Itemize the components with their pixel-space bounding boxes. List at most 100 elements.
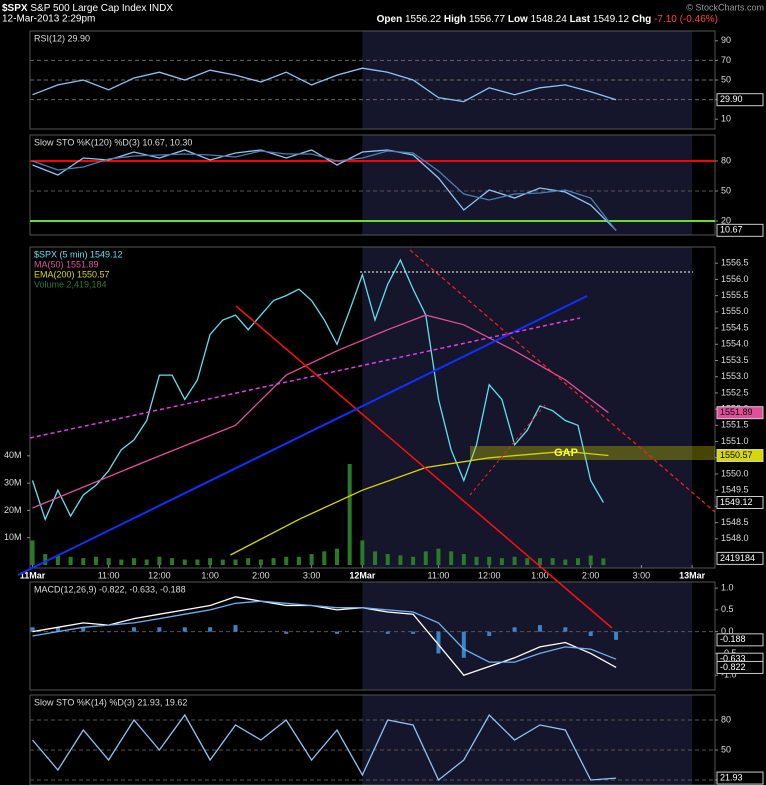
bar <box>68 556 73 565</box>
panel-title: RSI(12) 29.90 <box>34 33 90 43</box>
bar <box>43 554 48 565</box>
value-box <box>716 771 764 785</box>
bar <box>309 631 314 633</box>
bar <box>182 627 187 632</box>
bar <box>512 556 517 565</box>
value-box <box>716 223 764 237</box>
header: $SPX S&P 500 Large Cap Index INDX <box>2 3 173 14</box>
quote-value: 1548.24 <box>531 14 568 25</box>
bar <box>576 558 580 565</box>
y-tick-label: 10 <box>721 114 731 124</box>
bar <box>334 631 339 634</box>
trendline <box>29 317 581 439</box>
bar <box>614 631 619 640</box>
y-tick-label: 20 <box>721 215 731 225</box>
x-tick-label: 1:00 <box>531 570 549 580</box>
security-name: S&P 500 Large Cap Index INDX <box>30 3 173 14</box>
bar <box>144 559 149 565</box>
bar <box>170 558 175 565</box>
bar <box>157 556 162 565</box>
datetime: 12-Mar-2013 2:29pm <box>2 14 95 25</box>
y-tick-label: 1549.5 <box>721 485 749 495</box>
bar <box>55 627 60 632</box>
x-tick-label: 3:00 <box>633 570 651 580</box>
y-tick-label: 1550.0 <box>721 468 749 478</box>
panel-title: MACD(12,26,9) -0.822, -0.633, -0.188 <box>34 584 186 594</box>
bar <box>347 464 352 565</box>
legend-entry: MA(50) 1551.89 <box>34 259 99 269</box>
panel-frame <box>29 134 716 236</box>
bar <box>132 558 137 565</box>
bar <box>132 627 137 632</box>
bar <box>537 558 542 565</box>
quote-label: Open <box>377 14 403 25</box>
bar <box>461 554 466 565</box>
y-tick-label: 50 <box>721 744 731 754</box>
bar <box>246 558 251 565</box>
value-label: 10.67 <box>720 225 743 235</box>
value-label: 29.90 <box>720 94 743 104</box>
bar <box>119 559 124 565</box>
value-box <box>716 93 764 107</box>
value-box <box>716 406 764 420</box>
bar <box>487 556 492 565</box>
value-box <box>716 633 764 647</box>
bar <box>157 627 162 632</box>
x-tick-label: 1:00 <box>201 570 219 580</box>
x-tick-label: 13Mar <box>679 570 706 580</box>
y-tick-label: 1553.0 <box>721 371 749 381</box>
bar <box>30 627 35 632</box>
bar <box>423 551 428 565</box>
bar <box>284 631 289 634</box>
panel-frame <box>29 694 716 785</box>
y-tick-label: 1556.0 <box>721 274 749 284</box>
session-shade <box>362 582 693 690</box>
panel-frame <box>29 246 716 569</box>
y-tick-label: 0.0 <box>721 626 734 636</box>
session-shade <box>362 247 693 568</box>
drawings: GAP <box>17 249 716 629</box>
bar <box>271 558 276 565</box>
y2-tick-label: 30M <box>4 477 22 487</box>
trendline <box>469 404 546 496</box>
bar <box>360 631 365 633</box>
legend-entry: $SPX (5 min) 1549.12 <box>34 249 123 259</box>
value-label: 1551.89 <box>720 407 753 417</box>
bar <box>588 631 593 636</box>
bar <box>81 627 86 632</box>
y-tick-label: -1.0 <box>721 670 737 680</box>
trendline <box>235 305 613 629</box>
quote-value: -7.10 (-0.46%) <box>654 14 718 25</box>
y-tick-label: 0.5 <box>721 604 734 614</box>
y-tick-label: 1555.5 <box>721 290 749 300</box>
x-tick-label: 12:00 <box>148 570 171 580</box>
series-line <box>32 150 617 232</box>
annotation: GAP <box>554 447 578 459</box>
session-shade <box>362 695 693 785</box>
bar <box>309 554 314 565</box>
y-tick-label: 1553.5 <box>721 355 749 365</box>
bar <box>208 627 213 632</box>
y-tick-label: 1551.5 <box>721 420 749 430</box>
bar <box>436 548 441 565</box>
legend-entry: Volume 2,419,184 <box>34 279 107 289</box>
bar <box>411 631 416 634</box>
series-line <box>32 600 617 663</box>
value-label: 1550.57 <box>720 450 753 460</box>
bar <box>106 558 111 565</box>
x-tick-label: 11:00 <box>428 570 450 580</box>
series-line <box>32 314 609 509</box>
y-tick-label: 1.0 <box>721 582 734 592</box>
x-tick-label: 2:00 <box>582 570 600 580</box>
quote-value: 1556.77 <box>469 14 506 25</box>
quote: Open 1556.22 High 1556.77 Low 1548.24 La… <box>377 14 718 25</box>
bar <box>601 558 606 565</box>
value-box <box>716 660 764 674</box>
x-tick-label: 11:00 <box>98 570 120 580</box>
bar <box>182 559 187 565</box>
y-tick-label: 1556.5 <box>721 258 749 268</box>
bar <box>106 631 111 633</box>
y-tick-label: 1551.0 <box>721 436 749 446</box>
